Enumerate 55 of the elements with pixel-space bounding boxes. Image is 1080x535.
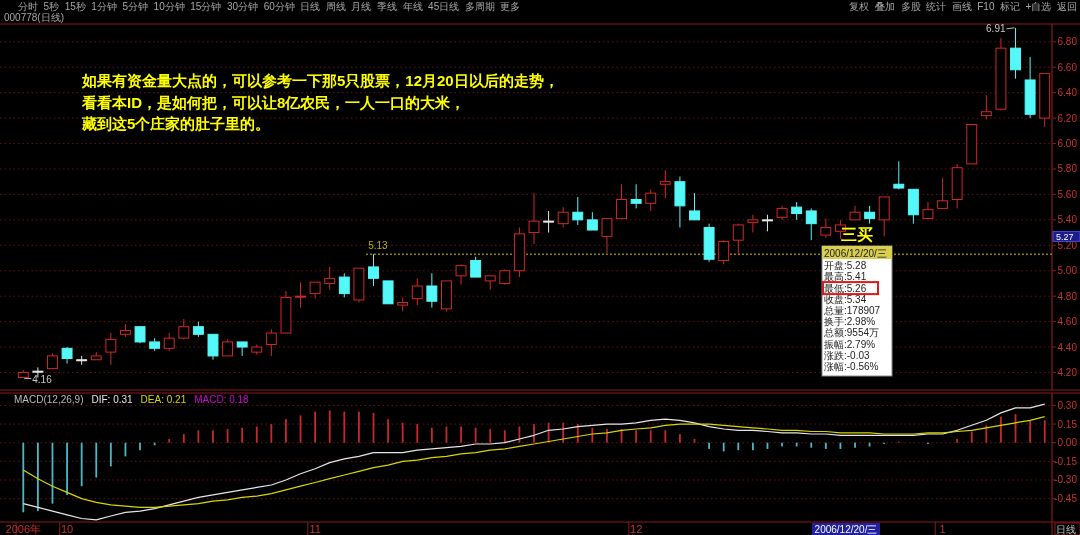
annotation: 2006/12/20/三 [824, 247, 887, 259]
y-tick-label: 4.60 [1057, 316, 1078, 328]
annotation: 4.16 [32, 373, 53, 385]
annotation: 最高:5.41 [824, 271, 867, 283]
annotation: 收盘:5.34 [824, 293, 867, 305]
annotation: 换手:2.98% [824, 316, 876, 328]
annotation: 振幅:2.79% [824, 338, 876, 350]
y-tick-label: 5.60 [1057, 188, 1078, 200]
x-tick-label: 2006年 [5, 523, 42, 535]
annotation: 总量:178907 [823, 305, 881, 316]
annotation: 总额:9554万 [823, 327, 880, 339]
y-tick-label: 0.00 [1057, 437, 1078, 449]
annotation: 5.27 [1056, 231, 1074, 242]
text: 2006/12/20/三 [814, 524, 878, 535]
text: MACD: 0.18 [194, 394, 250, 405]
text: 分时 5秒 15秒 1分钟 5分钟 10分钟 15分钟 30分钟 60分钟 日线 周线 月线 季线 年线 45日线 多周期 更多 [18, 1, 521, 12]
annotation: 最低:5.26 [824, 282, 867, 294]
chart-title: MACD(12,26,9) [14, 394, 84, 405]
y-tick-label: 5.20 [1057, 239, 1078, 251]
y-tick-label: 5.40 [1057, 214, 1078, 226]
annotation: 三买 [841, 226, 873, 243]
x-tick-label: 12 [630, 523, 643, 535]
x-tick-label: 11 [309, 523, 321, 535]
y-tick-label: 6.60 [1057, 61, 1078, 73]
annotation: 看看本ID，是如何把，可以让8亿农民，一人一口的大米， [81, 93, 466, 111]
x-tick-label: 1 [939, 523, 946, 535]
annotation: 藏到这5个庄家的肚子里的。 [81, 115, 271, 132]
y-tick-label: -0.45 [1054, 493, 1078, 505]
y-tick-label: 6.40 [1057, 87, 1078, 99]
text: 000778(日线) [4, 12, 65, 23]
y-tick-label: -0.30 [1054, 474, 1078, 486]
y-tick-label: -0.15 [1054, 455, 1078, 467]
line-series [22, 416, 1046, 508]
annotation: 如果有资金量大点的，可以参考一下那5只股票，12月20日以后的走势， [81, 72, 559, 89]
y-tick-label: 4.80 [1057, 290, 1078, 302]
y-tick-label: 0.30 [1057, 399, 1078, 411]
annotation: 6.91 [986, 22, 1006, 34]
annotation: 涨跌:-0.03 [824, 349, 871, 361]
annotation: 开盘:5.28 [824, 260, 867, 272]
text: 复权 叠加 多股 统计 画线 F10 标记 +自选 返回 [849, 1, 1077, 12]
y-tick-label: 4.20 [1057, 366, 1078, 378]
text: DIF: 0.31 [91, 394, 134, 405]
y-tick-label: 6.00 [1057, 138, 1078, 150]
annotation: 涨幅:-0.56% [824, 361, 879, 372]
y-tick-label: 5.00 [1057, 265, 1078, 277]
y-tick-label: 6.20 [1057, 112, 1078, 124]
y-tick-label: 0.15 [1057, 418, 1078, 430]
y-tick-label: 4.40 [1057, 341, 1078, 353]
text: DEA: 0.21 [140, 394, 187, 405]
x-tick-label: 10 [60, 523, 74, 535]
y-tick-label: 5.80 [1057, 163, 1078, 175]
y-tick-label: 6.80 [1057, 36, 1078, 48]
line-series [22, 403, 1046, 521]
ref-line-label: 5.13 [368, 240, 389, 252]
text: 日线 [1056, 524, 1076, 535]
